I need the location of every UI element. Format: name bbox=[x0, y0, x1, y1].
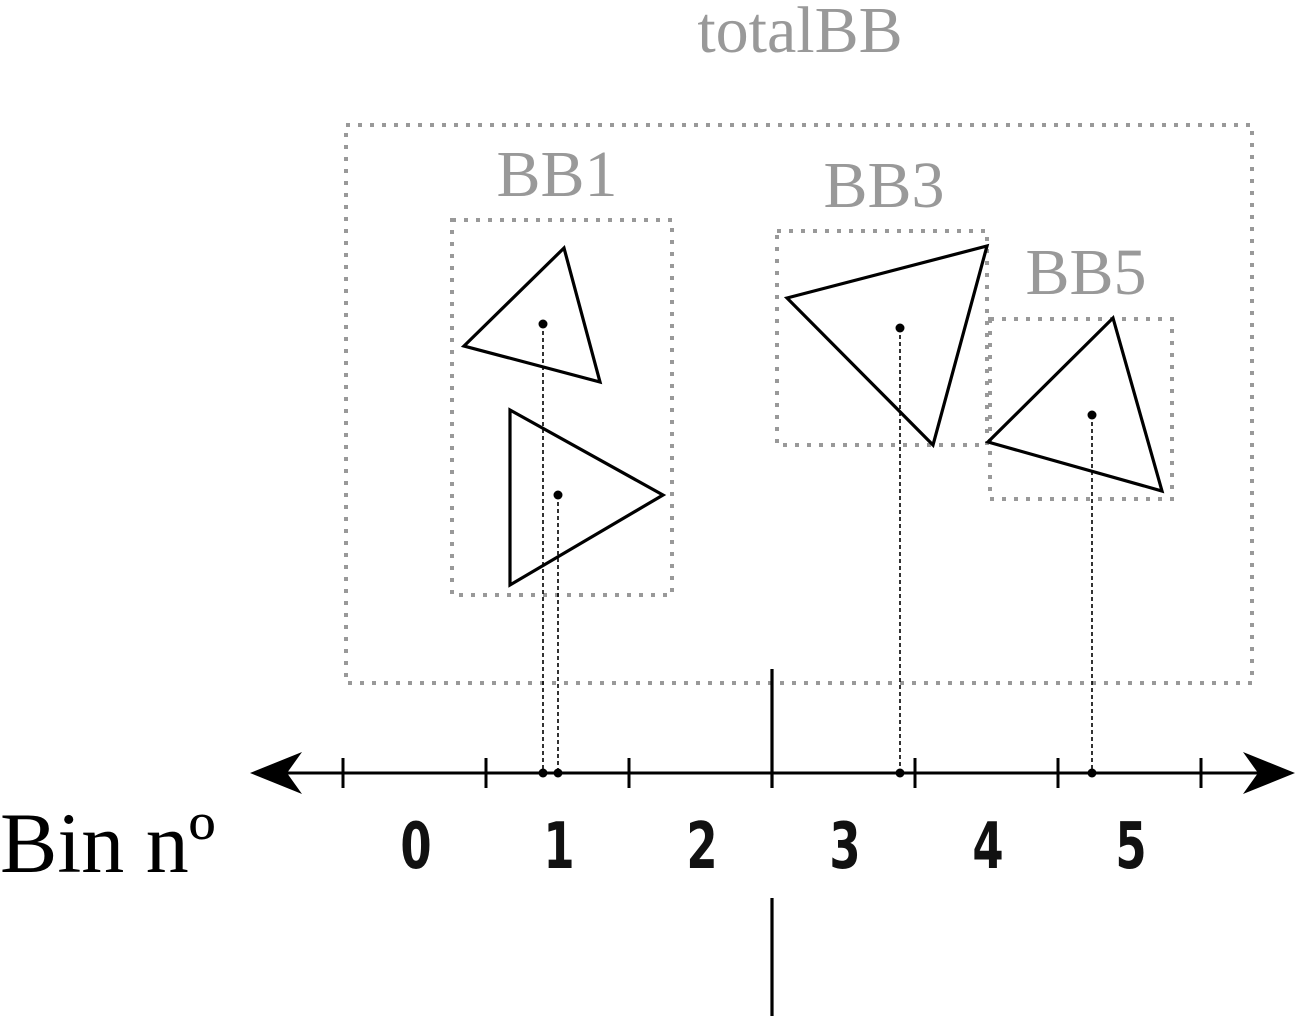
bin-axis-title: Bin nº bbox=[0, 795, 215, 891]
triangle-4 bbox=[984, 314, 1165, 494]
axis-projection-point bbox=[895, 768, 905, 778]
bounding-box-1 bbox=[450, 218, 674, 597]
bounding-box-5 bbox=[988, 317, 1174, 501]
triangle-3 bbox=[783, 243, 990, 449]
bb1-label: BB1 bbox=[496, 138, 617, 211]
bin-number-0: 0 bbox=[400, 809, 431, 884]
centroid-4 bbox=[1087, 410, 1097, 420]
axis-projection-point bbox=[1087, 768, 1097, 778]
total-bounding-box bbox=[344, 123, 1254, 685]
triangle-1 bbox=[460, 244, 603, 385]
centroid-3 bbox=[895, 323, 905, 333]
bounding-box-3 bbox=[775, 229, 989, 447]
axis-arrow-right bbox=[1243, 752, 1295, 794]
axis-projection-point bbox=[538, 768, 548, 778]
bb3-label: BB3 bbox=[823, 149, 944, 222]
triangle-2 bbox=[508, 407, 667, 588]
centroid-1 bbox=[538, 319, 548, 329]
bb5-label: BB5 bbox=[1025, 236, 1146, 309]
centroid-2 bbox=[553, 490, 563, 500]
bin-number-3: 3 bbox=[829, 809, 860, 884]
axis-projection-point bbox=[553, 768, 563, 778]
axis-arrow-left bbox=[250, 752, 302, 794]
bin-number-1: 1 bbox=[543, 809, 574, 884]
bin-number-2: 2 bbox=[686, 809, 717, 884]
total-bb-label: totalBB bbox=[697, 0, 902, 67]
bin-number-5: 5 bbox=[1115, 809, 1146, 884]
bin-number-4: 4 bbox=[972, 809, 1003, 884]
